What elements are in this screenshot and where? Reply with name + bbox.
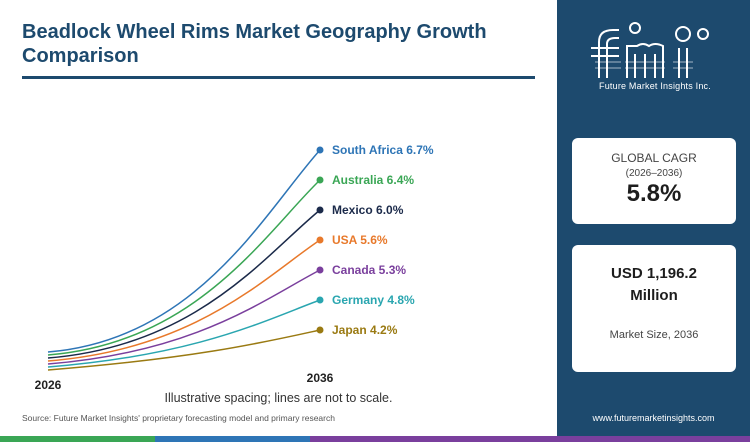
series-label-japan: Japan 4.2% bbox=[332, 323, 398, 337]
x-tick-label-start: 2026 bbox=[35, 378, 62, 392]
chart-title: Beadlock Wheel Rims Market Geography Gro… bbox=[22, 21, 487, 67]
series-endpoint-mexico bbox=[316, 206, 324, 214]
title-underline bbox=[22, 76, 535, 79]
series-line-usa bbox=[47, 239, 321, 362]
x-tick-label-end: 2036 bbox=[307, 371, 334, 385]
series-label-mexico: Mexico 6.0% bbox=[332, 203, 404, 217]
market-size-label: Market Size, 2036 bbox=[609, 329, 699, 341]
series-endpoint-usa bbox=[316, 236, 324, 244]
series-line-germany bbox=[47, 299, 321, 368]
series-label-australia: Australia 6.4% bbox=[332, 173, 414, 187]
footer-bar-purple bbox=[310, 436, 750, 442]
footer-bar-blue bbox=[155, 436, 310, 442]
series-endpoint-japan bbox=[316, 326, 324, 334]
chart-note: Illustrative spacing; lines are not to s… bbox=[164, 391, 393, 405]
chart-panel bbox=[0, 0, 557, 442]
series-line-australia bbox=[47, 179, 321, 356]
fmi-logo bbox=[591, 22, 709, 78]
website-link[interactable]: www.futuremarketinsights.com bbox=[592, 413, 715, 423]
market-size-value-line1: USD 1,196.2 bbox=[611, 265, 697, 282]
series-line-canada bbox=[47, 269, 321, 365]
series-label-canada: Canada 5.3% bbox=[332, 263, 406, 277]
series-label-germany: Germany 4.8% bbox=[332, 293, 415, 307]
footer-bar-green bbox=[0, 436, 155, 442]
series-line-japan bbox=[47, 329, 321, 371]
series-endpoint-south-africa bbox=[316, 146, 324, 154]
cagr-value: 5.8% bbox=[626, 180, 682, 207]
logo-tagline: Future Market Insights Inc. bbox=[599, 81, 711, 91]
cagr-title: GLOBAL CAGR bbox=[611, 151, 697, 165]
series-label-usa: USA 5.6% bbox=[332, 233, 388, 247]
series-line-mexico bbox=[47, 209, 321, 359]
series-endpoint-canada bbox=[316, 266, 324, 274]
series-line-south-africa bbox=[47, 149, 321, 353]
series-label-south-africa: South Africa 6.7% bbox=[332, 143, 434, 157]
series-endpoint-germany bbox=[316, 296, 324, 304]
market-size-value-line2: Million bbox=[630, 287, 678, 304]
cagr-period: (2026–2036) bbox=[625, 168, 683, 179]
cagr-card: GLOBAL CAGR (2026–2036) 5.8% bbox=[572, 138, 736, 224]
source-note: Source: Future Market Insights' propriet… bbox=[22, 413, 335, 423]
market-size-card: USD 1,196.2 Million Market Size, 2036 bbox=[572, 245, 736, 372]
series-endpoint-australia bbox=[316, 176, 324, 184]
market-size-value: USD 1,196.2 Million bbox=[572, 263, 736, 307]
growth-chart: South Africa 6.7% Australia 6.4% Mexico 6.… bbox=[35, 143, 434, 392]
